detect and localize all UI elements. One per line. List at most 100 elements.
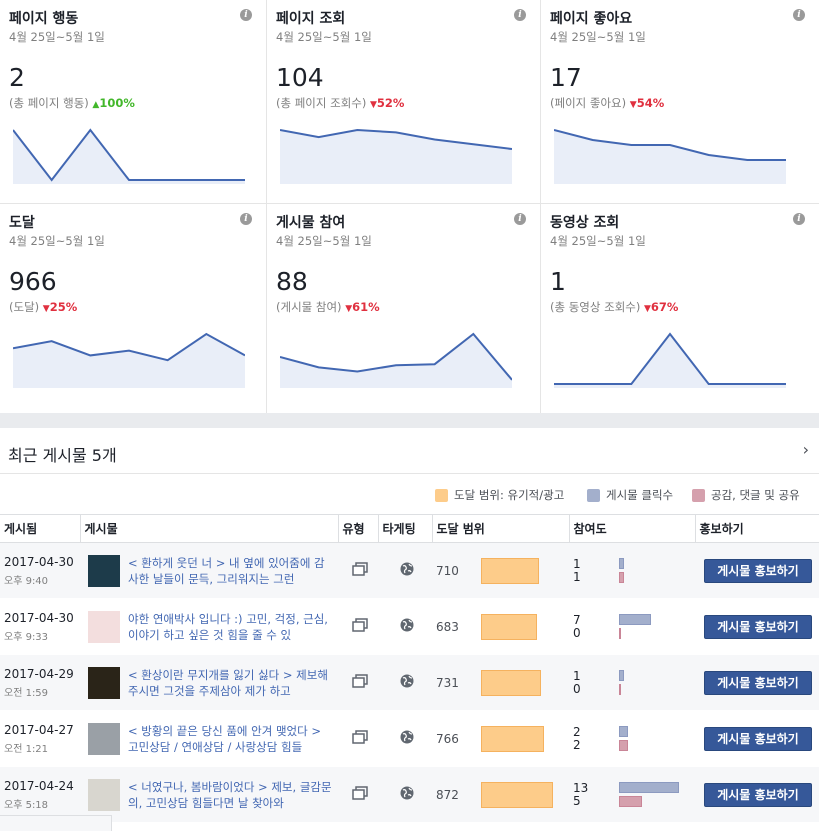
info-icon[interactable]: i: [240, 213, 252, 225]
post-cell[interactable]: < 방황의 끝은 당신 품에 안겨 맺었다 > 고민상담 / 연애상담 / 사랑…: [80, 710, 338, 767]
sparkline-chart: [280, 128, 512, 184]
metric-card[interactable]: 페이지 행동 4월 25일~5월 1일 2 (총 페이지 행동) ▲100% i: [0, 0, 266, 206]
divider: [266, 0, 267, 413]
posted-cell: 2017-04-30 오후 9:40: [0, 542, 80, 599]
targeting-cell: [378, 542, 432, 599]
metric-card[interactable]: 도달 4월 25일~5월 1일 966 (도달) ▼25% i: [0, 204, 266, 410]
boost-post-button[interactable]: 게시물 홍보하기: [704, 614, 812, 639]
boost-post-button[interactable]: 게시물 홍보하기: [704, 558, 812, 583]
metric-title: 페이지 행동: [9, 11, 79, 27]
globe-icon: [400, 786, 414, 800]
legend-swatch: [435, 488, 448, 502]
col-posted[interactable]: 게시됨: [0, 514, 80, 543]
col-promote[interactable]: 홍보하기: [694, 514, 819, 543]
clicks-bar: [619, 558, 624, 569]
col-reach[interactable]: 도달 범위: [431, 514, 569, 543]
post-date: 2017-04-27: [4, 722, 74, 737]
metric-change-pct: 52%: [376, 96, 405, 110]
table-row[interactable]: 2017-04-30 오후 9:33 야한 연애박사 입니다 :) 고민, 걱정, …: [0, 598, 819, 655]
info-icon[interactable]: i: [240, 9, 252, 21]
reach-cell: 710: [432, 542, 569, 599]
info-icon[interactable]: i: [793, 9, 805, 21]
metric-change-pct: 25%: [49, 300, 78, 314]
metric-change: ▼67%: [644, 300, 678, 314]
post-cell[interactable]: 야한 연애박사 입니다 :) 고민, 걱정, 근심, 이야기 하고 싶은 것 힘…: [80, 598, 338, 655]
metric-sub-label: (총 페이지 조회수): [276, 96, 367, 110]
info-icon[interactable]: i: [514, 9, 526, 21]
post-time: 오후 9:40: [4, 575, 49, 587]
boost-post-button[interactable]: 게시물 홍보하기: [704, 782, 812, 807]
album-icon: [352, 730, 368, 744]
recent-posts-title: 최근 게시물 5개: [8, 446, 117, 465]
promote-cell: 게시물 홍보하기: [695, 598, 819, 655]
clicks-bar: [619, 614, 651, 625]
table-row[interactable]: 2017-04-29 오전 1:59 < 환상이란 무지개를 잃기 싫다 > 제보해…: [0, 654, 819, 711]
post-cell[interactable]: < 너였구나, 봄바람이었다 > 제보, 글감문의, 고민상담 힘들다면 날 찾…: [80, 766, 338, 823]
post-thumbnail[interactable]: [88, 666, 120, 699]
metric-subtitle: (총 페이지 조회수) ▼52%: [276, 95, 540, 111]
post-link[interactable]: 야한 연애박사 입니다 :) 고민, 걱정, 근심, 이야기 하고 싶은 것 힘…: [128, 611, 328, 642]
sparkline-chart: [13, 332, 245, 388]
post-cell[interactable]: < 환하게 웃던 너 > 내 옆에 있어줌에 감사한 날들이 문득, 그리워지는…: [80, 542, 338, 599]
table-row[interactable]: 2017-04-24 오후 5:18 < 너였구나, 봄바람이었다 > 제보, 글감…: [0, 766, 819, 823]
divider: [540, 0, 541, 413]
info-icon[interactable]: i: [793, 213, 805, 225]
reach-value: 710: [436, 563, 459, 578]
metric-card[interactable]: 게시물 참여 4월 25일~5월 1일 88 (게시물 참여) ▼61% i: [267, 204, 540, 410]
post-cell[interactable]: < 환상이란 무지개를 잃기 싫다 > 제보해 주시면 그것을 주제삼아 제가 …: [80, 654, 338, 711]
sparkline-chart: [554, 129, 786, 184]
reach-bar: [480, 613, 537, 640]
bottom-tab[interactable]: [0, 815, 112, 831]
col-targeting[interactable]: 타게팅: [377, 514, 432, 543]
sparkline-line: [554, 332, 786, 385]
clicks-value: 1: [573, 668, 581, 683]
promote-cell: 게시물 홍보하기: [695, 710, 819, 767]
col-post[interactable]: 게시물: [79, 514, 338, 543]
post-thumbnail[interactable]: [88, 554, 120, 587]
type-cell: [338, 598, 378, 655]
metric-card[interactable]: 페이지 조회 4월 25일~5월 1일 104 (총 페이지 조회수) ▼52% i: [267, 0, 540, 206]
post-thumbnail[interactable]: [88, 778, 120, 811]
post-link[interactable]: < 환상이란 무지개를 잃기 싫다 > 제보해 주시면 그것을 주제삼아 제가 …: [128, 667, 328, 698]
post-thumbnail[interactable]: [88, 722, 120, 755]
reach-cell: 872: [432, 766, 569, 823]
boost-post-button[interactable]: 게시물 홍보하기: [704, 670, 812, 695]
metric-date-range: 4월 25일~5월 1일: [276, 234, 372, 248]
boost-post-button[interactable]: 게시물 홍보하기: [704, 726, 812, 751]
metric-card[interactable]: 동영상 조회 4월 25일~5월 1일 1 (총 동영상 조회수) ▼67% i: [541, 204, 819, 410]
posts-table: 게시됨 게시물 유형 타게팅 도달 범위 참여도 홍보하기 2017-04-30…: [0, 514, 819, 823]
post-link[interactable]: < 방황의 끝은 당신 품에 안겨 맺었다 > 고민상담 / 연애상담 / 사랑…: [128, 723, 321, 754]
recent-posts-header[interactable]: 최근 게시물 5개 ›: [0, 428, 819, 474]
table-row[interactable]: 2017-04-30 오후 9:40 < 환하게 웃던 너 > 내 옆에 있어줌에 …: [0, 542, 819, 599]
metric-title: 게시물 참여: [276, 215, 346, 231]
table-row[interactable]: 2017-04-27 오전 1:21 < 방황의 끝은 당신 품에 안겨 맺었다 >…: [0, 710, 819, 767]
chevron-right-icon[interactable]: ›: [802, 440, 809, 459]
post-link[interactable]: < 환하게 웃던 너 > 내 옆에 있어줌에 감사한 날들이 문득, 그리워지는…: [128, 555, 325, 586]
reach-cell: 766: [432, 710, 569, 767]
post-thumbnail[interactable]: [88, 610, 120, 643]
sparkline-line: [280, 332, 512, 381]
reach-bar: [480, 669, 541, 696]
globe-icon: [400, 674, 414, 688]
post-link[interactable]: < 너였구나, 봄바람이었다 > 제보, 글감문의, 고민상담 힘들다면 날 찾…: [128, 779, 332, 810]
metric-change-pct: 61%: [352, 300, 380, 314]
clicks-bar: [619, 670, 624, 681]
metric-change: ▼54%: [630, 96, 664, 110]
metric-subtitle: (총 동영상 조회수) ▼67%: [550, 299, 819, 315]
metric-date-range: 4월 25일~5월 1일: [276, 30, 372, 44]
info-icon[interactable]: i: [514, 213, 526, 225]
type-cell: [338, 766, 378, 823]
legend-label: 공감, 댓글 및 공유: [711, 488, 800, 502]
metric-card[interactable]: 페이지 좋아요 4월 25일~5월 1일 17 (페이지 좋아요) ▼54% i: [541, 0, 819, 206]
metric-sub-label: (도달): [9, 300, 40, 314]
col-type[interactable]: 유형: [337, 514, 378, 543]
col-engagement[interactable]: 참여도: [568, 514, 695, 543]
reactions-value: 2: [573, 737, 581, 752]
sparkline-chart: [554, 332, 786, 388]
recent-posts-panel: 최근 게시물 5개 › 도달 범위: 유기적/광고 게시물 클릭수 공감, 댓글…: [0, 428, 819, 831]
sparkline-line: [13, 332, 245, 362]
table-header-row: 게시됨 게시물 유형 타게팅 도달 범위 참여도 홍보하기: [0, 514, 819, 543]
sparkline-line: [280, 128, 512, 151]
sparkline-chart: [13, 128, 245, 184]
